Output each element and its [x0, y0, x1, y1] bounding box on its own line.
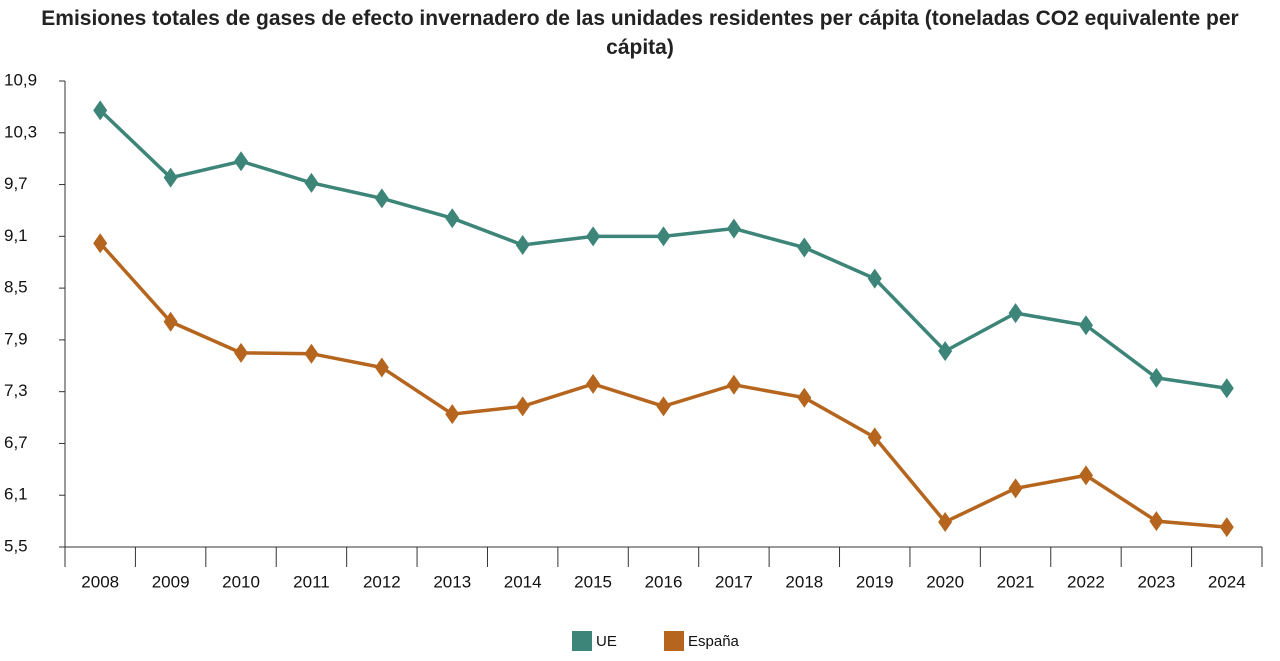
x-tick-label: 2017: [715, 572, 753, 591]
x-tick-label: 2009: [152, 572, 190, 591]
point-marker: [93, 233, 108, 254]
x-tick-label: 2020: [926, 572, 964, 591]
x-tick-label: 2022: [1067, 572, 1105, 591]
point-marker: [726, 374, 741, 395]
y-tick-label: 8,5: [4, 278, 28, 297]
point-marker: [656, 226, 671, 247]
point-marker: [726, 218, 741, 239]
y-tick-label: 7,3: [4, 381, 28, 400]
x-tick-label: 2016: [645, 572, 683, 591]
point-marker: [445, 208, 460, 229]
y-tick-label: 6,7: [4, 433, 28, 452]
point-marker: [867, 427, 882, 448]
point-marker: [163, 167, 178, 188]
point-marker: [1219, 517, 1234, 538]
point-marker: [586, 373, 601, 394]
x-tick-label: 2024: [1208, 572, 1246, 591]
point-marker: [586, 226, 601, 247]
point-marker: [234, 151, 249, 172]
y-tick-label: 10,3: [4, 122, 37, 141]
point-marker: [234, 342, 249, 363]
x-tick-label: 2008: [81, 572, 119, 591]
point-marker: [304, 343, 319, 364]
point-marker: [515, 234, 530, 255]
x-tick-label: 2023: [1137, 572, 1175, 591]
point-marker: [867, 268, 882, 289]
x-tick-label: 2012: [363, 572, 401, 591]
x-tick-label: 2011: [293, 572, 330, 591]
legend-swatch: [572, 631, 592, 651]
y-tick-label: 9,7: [4, 174, 28, 193]
point-marker: [1219, 378, 1234, 399]
legend: UE España: [572, 631, 740, 651]
x-tick-label: 2018: [785, 572, 823, 591]
point-marker: [374, 357, 389, 378]
y-tick-label: 7,9: [4, 329, 28, 348]
y-tick-label: 9,1: [4, 226, 28, 245]
point-marker: [656, 396, 671, 417]
point-marker: [1008, 478, 1023, 499]
point-marker: [304, 172, 319, 193]
point-marker: [797, 237, 812, 258]
series-line: [98, 109, 1228, 390]
point-marker: [1078, 465, 1093, 486]
series-line: [98, 242, 1227, 529]
point-marker: [1149, 367, 1164, 388]
x-tick-label: 2021: [997, 572, 1035, 591]
point-marker: [938, 511, 953, 532]
point-marker: [797, 387, 812, 408]
point-marker: [93, 100, 108, 121]
point-marker: [1008, 303, 1023, 324]
point-marker: [515, 396, 530, 417]
point-marker: [1078, 315, 1093, 336]
y-tick-label: 5,5: [4, 536, 28, 555]
point-marker: [445, 404, 460, 425]
legend-label: UE: [596, 633, 617, 650]
y-tick-label: 6,1: [4, 485, 28, 504]
chart-title: Emisiones totales de gases de efecto inv…: [41, 7, 1239, 59]
point-marker: [1149, 511, 1164, 532]
legend-swatch: [664, 631, 684, 651]
y-tick-label: 10,9: [4, 70, 37, 89]
point-marker: [938, 341, 953, 362]
x-tick-label: 2015: [574, 572, 612, 591]
x-tick-label: 2019: [856, 572, 894, 591]
legend-label: España: [688, 633, 740, 650]
point-marker: [374, 188, 389, 209]
x-tick-label: 2014: [504, 572, 542, 591]
point-marker: [163, 311, 178, 332]
x-tick-label: 2013: [433, 572, 471, 591]
x-tick-label: 2010: [222, 572, 260, 591]
